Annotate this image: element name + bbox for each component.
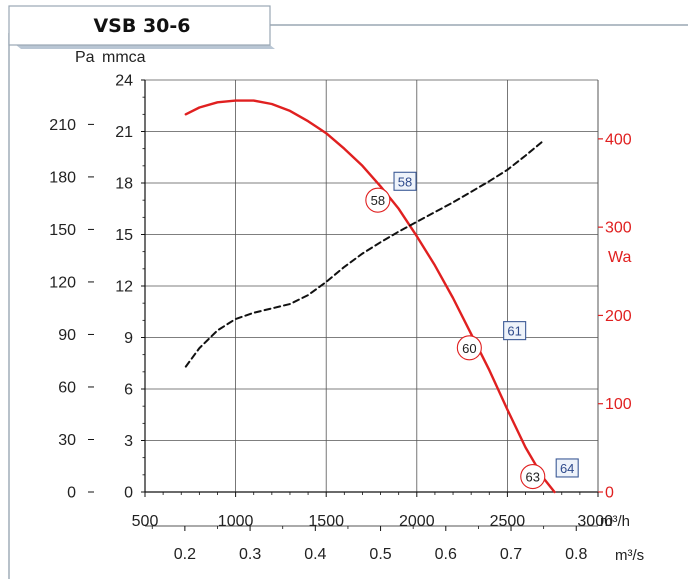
wa-tick-label: 400 [605,131,632,148]
noise-level-circle [520,463,546,490]
noise-level-square [503,321,527,341]
pa-tick-label: 90 [58,327,76,344]
title-tab [8,5,271,46]
mmca-tick-label: 12 [115,279,133,296]
power-curve [184,139,545,368]
noise-level-circle [456,335,482,361]
m3s-tick-label: 0.5 [369,546,391,563]
y-unit-mmca: mmca [102,49,146,66]
noise-level-square-label: 58 [398,174,412,189]
pa-tick-label: 180 [49,169,76,186]
m3h-tick-label: 1000 [218,513,254,530]
pressure-curve [184,99,556,494]
bottom-m3h-ticks: 500 1000 1500 2000 2500 3000 [132,492,613,530]
m3h-tick-label: 1500 [308,513,344,530]
pa-tick-label: 210 [49,117,76,134]
m3s-tick-label: 0.8 [565,546,587,563]
pa-tick-label: 60 [58,379,76,396]
mmca-tick-label: 18 [115,176,133,193]
noise-level-circle-label: 60 [462,341,476,356]
m3s-tick-label: 0.2 [174,546,196,563]
m3s-tick-label: 0.6 [435,546,457,563]
title-tab-shadow [16,45,275,49]
pa-tick-label: 120 [49,274,76,291]
right-unit-wa: Wa [608,249,632,266]
noise-level-square [555,458,579,478]
chart-title: VSB 30-6 [93,15,190,37]
m3h-tick-label: 500 [132,513,159,530]
noise-level-circle-label: 63 [526,470,540,485]
mmca-tick-label: 24 [115,73,133,90]
mmca-tick-label: 3 [124,433,133,450]
wa-tick-label: 300 [605,220,632,237]
noise-level-square-label: 64 [560,461,574,476]
annotations: 58 61 64 58 60 63 [365,171,579,490]
pa-tick-label: 0 [67,485,76,502]
mmca-tick-label: 0 [124,485,133,502]
mmca-tick-label: 6 [124,382,133,399]
wa-tick-label: 0 [605,485,614,502]
axes [144,80,599,527]
x-unit-m3h: m³/h [600,513,630,530]
noise-level-circle-label: 58 [371,193,385,208]
noise-level-square [393,171,417,191]
pa-tick-label: 150 [49,222,76,239]
mmca-tick-label: 21 [115,124,133,141]
m3s-tick-label: 0.3 [239,546,261,563]
noise-level-square-label: 61 [507,324,521,339]
bottom-m3s-ticks: 0.2 0.3 0.4 0.5 0.6 0.7 0.8 [151,526,587,563]
series [184,99,556,494]
left-pa-ticks: 0 30 60 90 120 150 180 210 [49,117,94,502]
right-wa-ticks: 0 100 200 300 400 [598,131,632,502]
mmca-tick-label: 15 [115,227,133,244]
left-mmca-ticks: 0 3 6 9 12 15 18 21 24 [115,73,145,502]
y-unit-pa: Pa [75,49,95,66]
pa-tick-label: 30 [58,432,76,449]
mmca-tick-label: 9 [124,330,133,347]
m3s-tick-label: 0.7 [500,546,522,563]
wa-tick-label: 200 [605,308,632,325]
m3h-tick-label: 2000 [399,513,435,530]
m3s-tick-label: 0.4 [304,546,326,563]
wa-tick-label: 100 [605,396,632,413]
m3h-tick-label: 3000 [577,513,613,530]
grid [145,79,599,493]
noise-level-circle [365,187,391,213]
x-unit-m3s: m³/s [615,547,644,564]
m3h-tick-label: 2500 [490,513,526,530]
